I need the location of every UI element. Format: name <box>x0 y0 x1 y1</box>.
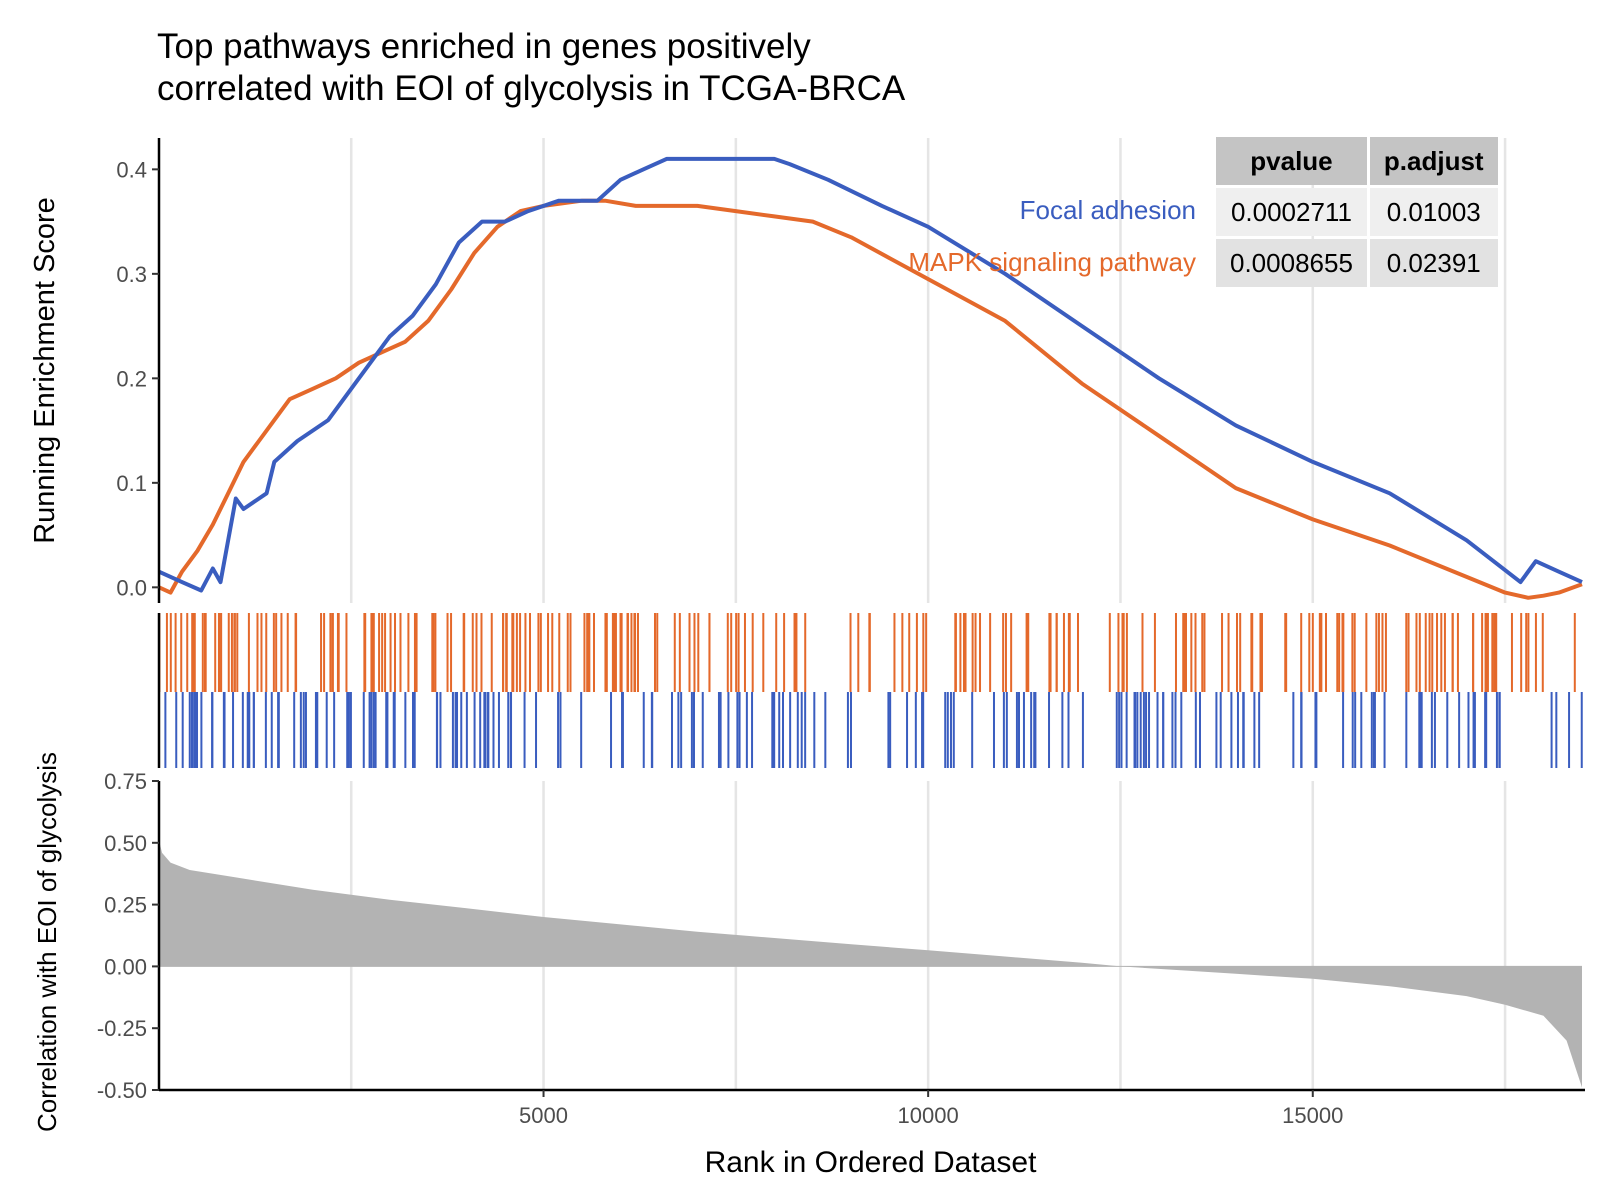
hit-ticks-focal-adhesion <box>164 692 1583 768</box>
x-axis-label: Rank in Ordered Dataset <box>705 1146 1037 1179</box>
y-axis-label: Correlation with EOI of glycolysis <box>32 752 62 1132</box>
x-tick-label: 15000 <box>1282 1103 1343 1128</box>
y-tick-label: 0.1 <box>116 471 147 496</box>
legend-focal-adhesion: Focal adhesion <box>1019 195 1196 225</box>
table-header-padjust: p.adjust <box>1369 137 1498 185</box>
y-tick-label: -0.25 <box>97 1016 147 1041</box>
y-tick-label: 0.00 <box>104 954 147 979</box>
es-line-focal-adhesion <box>158 156 1583 593</box>
table-cell-pvalue: 0.0008655 <box>1216 239 1367 287</box>
y-tick-label: 0.0 <box>116 575 147 600</box>
table-row: 0.0008655 0.02391 <box>1216 239 1498 287</box>
y-tick-label: 0.25 <box>104 893 147 918</box>
table-cell-padjust: 0.01003 <box>1369 188 1498 236</box>
y-tick-label: 0.50 <box>104 831 147 856</box>
hit-ticks-mapk-signaling <box>158 613 1576 692</box>
chart-title-line-1: Top pathways enriched in genes positivel… <box>157 27 811 66</box>
legend-mapk-signaling: MAPK signaling pathway <box>908 247 1196 277</box>
y-tick-label: 0.75 <box>104 769 147 794</box>
table-cell-pvalue: 0.0002711 <box>1216 188 1367 236</box>
x-tick-label: 5000 <box>519 1103 568 1128</box>
y-tick-label: 0.2 <box>116 366 147 391</box>
x-tick-label: 10000 <box>898 1103 959 1128</box>
y-tick-label: 0.3 <box>116 262 147 287</box>
y-tick-label: -0.50 <box>97 1078 147 1103</box>
table-row: 0.0002711 0.01003 <box>1216 188 1498 236</box>
chart-title-line-2: correlated with EOI of glycolysis in TCG… <box>157 69 906 108</box>
ranked-correlation-area <box>159 840 1582 1088</box>
chart-title: Top pathways enriched in genes positivel… <box>157 26 905 110</box>
table-cell-padjust: 0.02391 <box>1369 239 1498 287</box>
table-header-pvalue: pvalue <box>1216 137 1367 185</box>
stats-table: pvalue p.adjust 0.0002711 0.01003 0.0008… <box>1213 134 1501 290</box>
y-tick-label: 0.4 <box>116 157 147 182</box>
y-axis-label: Running Enrichment Score <box>29 197 61 544</box>
